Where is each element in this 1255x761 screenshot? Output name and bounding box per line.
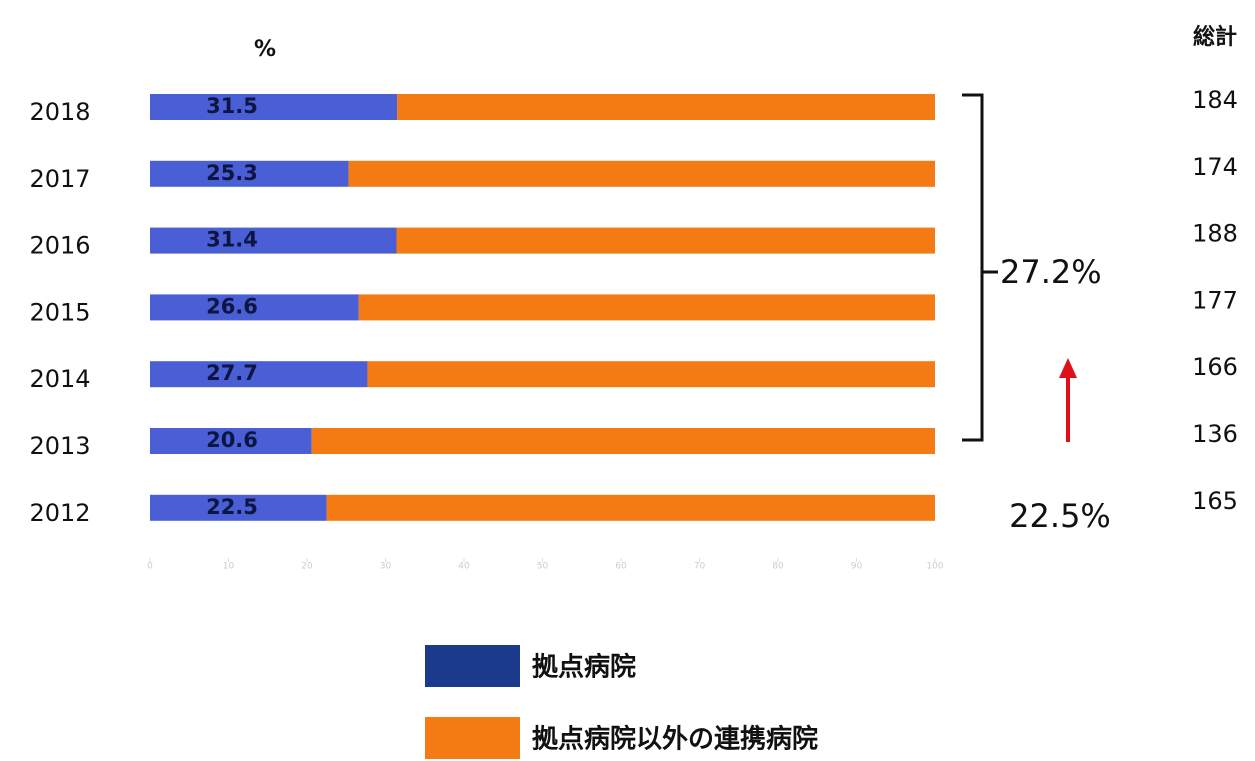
y-tick-label: 2014: [29, 365, 90, 393]
bar-segment: [150, 361, 368, 388]
x-tick-label: 40: [458, 562, 470, 572]
total-label: 165: [1192, 487, 1238, 515]
data-label: 31.4: [206, 228, 258, 252]
y-tick-label: 2018: [29, 98, 90, 126]
total-label: 136: [1192, 420, 1238, 448]
data-label: 27.7: [206, 361, 258, 385]
y-tick-label: 2017: [29, 165, 90, 193]
x-tick-label: 50: [537, 562, 549, 572]
bar-segment: [396, 227, 935, 254]
bar-segment: [348, 160, 936, 187]
data-label: 25.3: [206, 161, 258, 185]
y-tick-label: 2016: [29, 232, 90, 260]
annotation: 27.2%: [1000, 253, 1102, 291]
bar-segment: [397, 94, 935, 120]
legend-swatch: [425, 645, 520, 687]
y-tick-label: 2013: [29, 432, 90, 460]
legend-label: 拠点病院以外の連携病院: [532, 724, 818, 755]
x-tick-label: 60: [615, 562, 627, 572]
x-tick-label: 10: [223, 562, 235, 572]
bar-segment: [150, 94, 398, 120]
bar-segment: [367, 361, 935, 388]
data-label: 31.5: [206, 94, 258, 118]
total-label: 174: [1192, 153, 1238, 181]
x-tick-label: 80: [772, 562, 784, 572]
bar-segment: [150, 494, 327, 521]
total-label: 188: [1192, 220, 1238, 248]
x-tick-label: 90: [851, 562, 863, 572]
arrow-head: [1059, 358, 1077, 378]
x-tick-label: 70: [694, 562, 706, 572]
y-tick-label: 2015: [29, 298, 90, 326]
total-label: 166: [1192, 353, 1238, 381]
bar-segment: [150, 160, 349, 187]
x-tick-label: 30: [380, 562, 392, 572]
x-tick-label: 100: [926, 562, 943, 572]
data-label: 20.6: [206, 428, 258, 452]
x-tick-label: 0: [147, 562, 153, 572]
x-tick-label: 20: [301, 562, 313, 572]
total-label: 184: [1192, 86, 1238, 114]
bar-segment: [311, 428, 936, 454]
legend-label: 拠点病院: [532, 652, 636, 683]
bracket: [962, 93, 998, 442]
bar-segment: [150, 294, 359, 321]
legend-swatch: [425, 717, 520, 759]
data-label: 22.5: [206, 495, 258, 519]
totals-header: 総計: [1193, 24, 1237, 50]
bar-segment: [358, 294, 935, 321]
bar-segment: [150, 227, 397, 254]
unit-label: %: [254, 37, 276, 62]
total-label: 177: [1192, 286, 1238, 314]
annotation: 22.5%: [1009, 497, 1111, 535]
bar-segment: [150, 428, 312, 454]
y-tick-label: 2012: [29, 499, 90, 527]
data-label: 26.6: [206, 294, 258, 318]
bar-segment: [326, 494, 935, 521]
